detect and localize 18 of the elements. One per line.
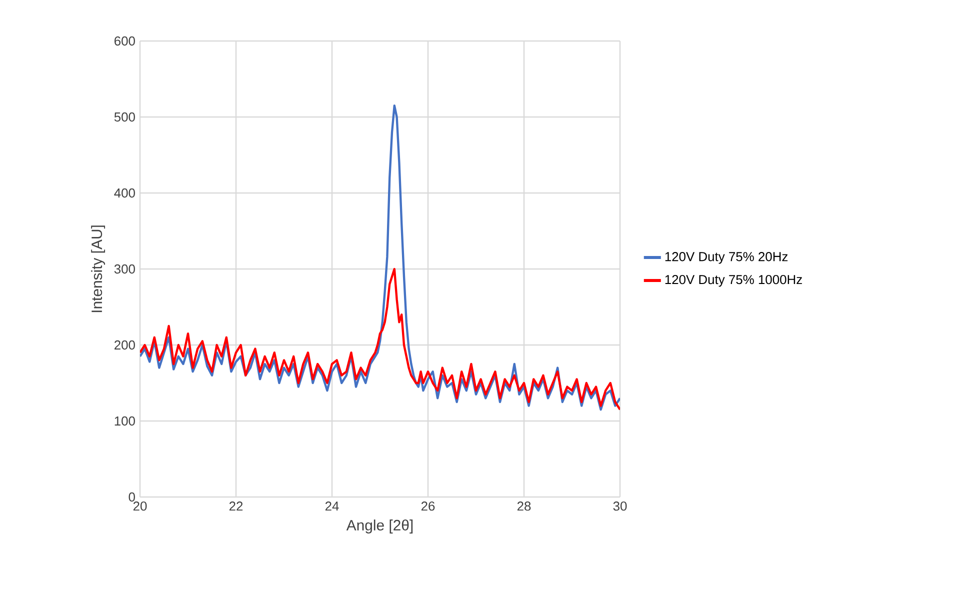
y-tick-label: 600 [114, 36, 135, 46]
line-series [140, 268, 620, 411]
y-tick-label: 300 [114, 264, 135, 274]
x-tick-label: 20 [133, 502, 147, 511]
y-tick-label: 100 [114, 416, 135, 426]
y-axis-title: Intensity [AU] [91, 226, 106, 312]
x-tick-label: 26 [421, 502, 435, 511]
x-axis-title: Angle [2θ] [346, 520, 413, 534]
x-tick-label: 30 [613, 502, 627, 511]
x-tick-label: 22 [229, 502, 243, 511]
legend-label: 120V Duty 75% 20Hz [665, 252, 788, 264]
x-tick-label: 24 [325, 502, 339, 511]
y-tick-label: 200 [114, 340, 135, 350]
legend-label: 120V Duty 75% 1000Hz [665, 274, 802, 287]
y-tick-label: 0 [128, 492, 135, 502]
y-tick-label: 400 [114, 188, 135, 198]
y-tick-label: 500 [114, 112, 135, 122]
x-tick-label: 28 [517, 502, 531, 511]
